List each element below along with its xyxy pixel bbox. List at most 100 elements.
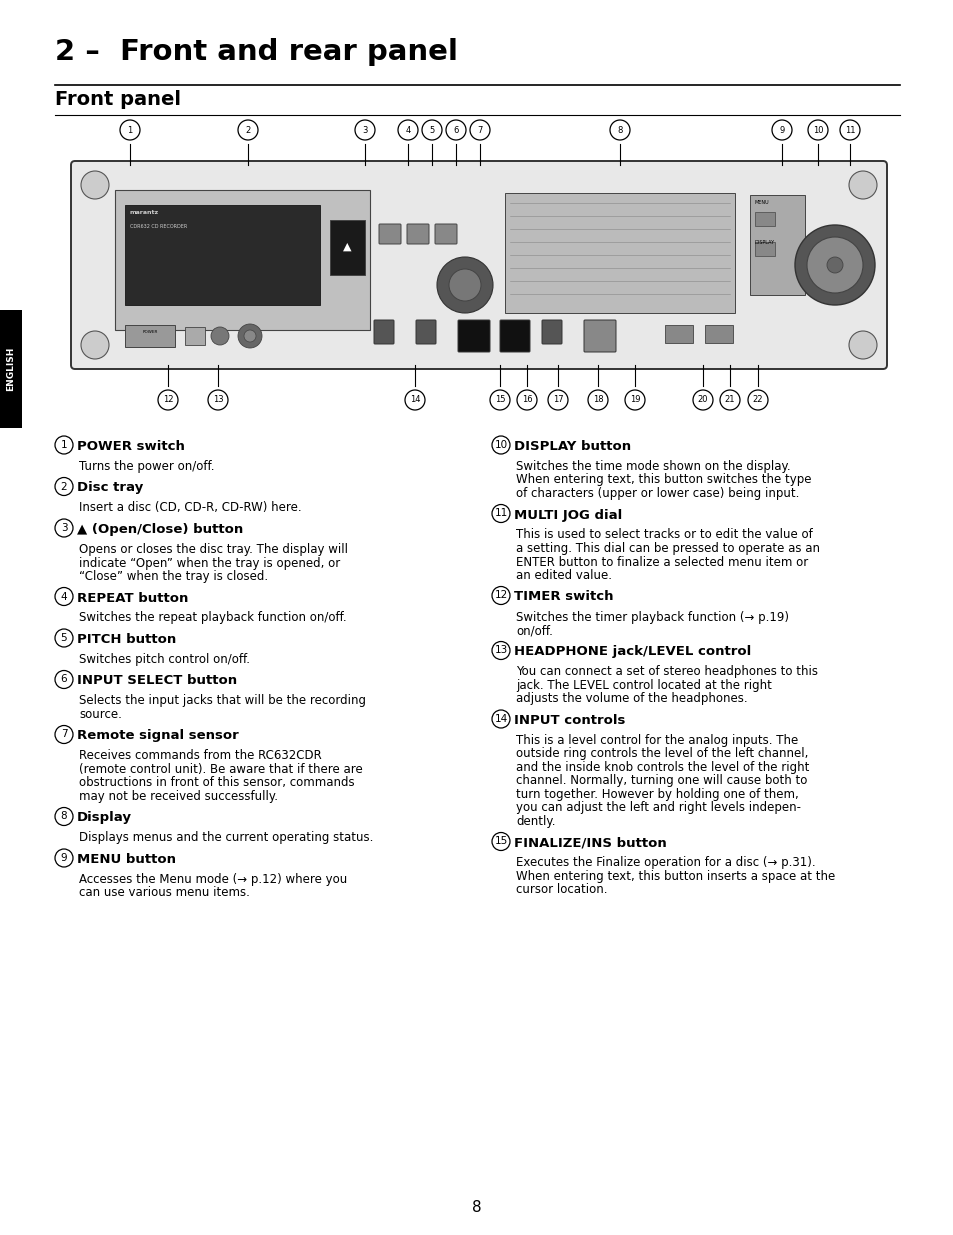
Circle shape (55, 436, 73, 454)
Text: an edited value.: an edited value. (516, 569, 612, 582)
Circle shape (840, 120, 859, 140)
Text: POWER: POWER (142, 330, 157, 333)
Text: 1: 1 (128, 126, 132, 135)
Circle shape (55, 629, 73, 647)
FancyBboxPatch shape (330, 220, 365, 275)
Text: 5: 5 (429, 126, 435, 135)
Text: you can adjust the left and right levels indepen-: you can adjust the left and right levels… (516, 802, 801, 815)
FancyBboxPatch shape (71, 161, 886, 369)
FancyBboxPatch shape (416, 320, 436, 345)
Text: 6: 6 (453, 126, 458, 135)
Circle shape (237, 324, 262, 348)
Text: 18: 18 (592, 395, 602, 405)
Text: 2 –  Front and rear panel: 2 – Front and rear panel (55, 38, 457, 65)
Text: 8: 8 (472, 1200, 481, 1215)
Text: obstructions in front of this sensor, commands: obstructions in front of this sensor, co… (79, 777, 355, 789)
Text: Front panel: Front panel (55, 90, 181, 109)
FancyBboxPatch shape (457, 320, 490, 352)
Circle shape (158, 390, 178, 410)
Text: (remote control unit). Be aware that if there are: (remote control unit). Be aware that if … (79, 763, 362, 776)
Text: channel. Normally, turning one will cause both to: channel. Normally, turning one will caus… (516, 774, 806, 788)
Circle shape (436, 257, 493, 312)
Circle shape (244, 330, 255, 342)
Text: “Close” when the tray is closed.: “Close” when the tray is closed. (79, 571, 268, 583)
FancyBboxPatch shape (115, 190, 370, 330)
Circle shape (587, 390, 607, 410)
Text: cursor location.: cursor location. (516, 883, 607, 897)
Text: When entering text, this button switches the type: When entering text, this button switches… (516, 473, 811, 487)
Circle shape (55, 478, 73, 495)
Text: and the inside knob controls the level of the right: and the inside knob controls the level o… (516, 761, 808, 774)
Text: 7: 7 (61, 730, 68, 740)
Text: INPUT controls: INPUT controls (514, 714, 625, 727)
Text: jack. The LEVEL control located at the right: jack. The LEVEL control located at the r… (516, 679, 771, 692)
Text: CDR632 CD RECORDER: CDR632 CD RECORDER (130, 224, 187, 228)
FancyBboxPatch shape (541, 320, 561, 345)
Text: Remote signal sensor: Remote signal sensor (77, 730, 238, 742)
Circle shape (397, 120, 417, 140)
FancyBboxPatch shape (749, 195, 804, 295)
Circle shape (55, 588, 73, 605)
Text: 7: 7 (476, 126, 482, 135)
Circle shape (55, 808, 73, 825)
Text: INPUT SELECT button: INPUT SELECT button (77, 674, 237, 688)
Text: of characters (upper or lower case) being input.: of characters (upper or lower case) bein… (516, 487, 799, 500)
Text: Opens or closes the disc tray. The display will: Opens or closes the disc tray. The displ… (79, 543, 348, 556)
Circle shape (120, 120, 140, 140)
FancyBboxPatch shape (704, 325, 732, 343)
Text: Display: Display (77, 811, 132, 825)
FancyBboxPatch shape (374, 320, 394, 345)
Text: TIMER switch: TIMER switch (514, 590, 613, 604)
Text: 11: 11 (494, 509, 507, 519)
Circle shape (81, 331, 109, 359)
FancyBboxPatch shape (125, 325, 174, 347)
Circle shape (55, 519, 73, 537)
Text: 20: 20 (697, 395, 707, 405)
Text: marantz: marantz (130, 210, 159, 215)
Text: ENGLISH: ENGLISH (7, 347, 15, 391)
Text: 6: 6 (61, 674, 68, 684)
Text: 2: 2 (245, 126, 251, 135)
Text: This is a level control for the analog inputs. The: This is a level control for the analog i… (516, 734, 798, 747)
Text: adjusts the volume of the headphones.: adjusts the volume of the headphones. (516, 693, 747, 705)
Text: 19: 19 (629, 395, 639, 405)
Circle shape (237, 120, 257, 140)
Text: 10: 10 (494, 440, 507, 450)
Text: 15: 15 (495, 395, 505, 405)
Text: Switches the time mode shown on the display.: Switches the time mode shown on the disp… (516, 459, 790, 473)
Text: HEADPHONE jack/LEVEL control: HEADPHONE jack/LEVEL control (514, 646, 750, 658)
Circle shape (848, 170, 876, 199)
FancyBboxPatch shape (583, 320, 616, 352)
Text: 13: 13 (494, 646, 507, 656)
Text: MENU button: MENU button (77, 853, 175, 866)
Text: 4: 4 (61, 592, 68, 601)
Text: 21: 21 (724, 395, 735, 405)
Circle shape (492, 436, 510, 454)
Circle shape (492, 832, 510, 851)
Circle shape (208, 390, 228, 410)
Text: MENU: MENU (754, 200, 769, 205)
Text: source.: source. (79, 708, 122, 721)
Text: Switches pitch control on/off.: Switches pitch control on/off. (79, 653, 250, 666)
Circle shape (492, 641, 510, 659)
Text: indicate “Open” when the tray is opened, or: indicate “Open” when the tray is opened,… (79, 557, 340, 569)
Circle shape (81, 170, 109, 199)
Text: 16: 16 (521, 395, 532, 405)
Text: DISPLAY: DISPLAY (754, 240, 774, 245)
Text: MULTI JOG dial: MULTI JOG dial (514, 509, 621, 521)
Text: 5: 5 (61, 634, 68, 643)
Text: ▲: ▲ (342, 242, 351, 252)
Text: 17: 17 (552, 395, 562, 405)
Circle shape (771, 120, 791, 140)
Text: ▲ (Open/Close) button: ▲ (Open/Close) button (77, 522, 243, 536)
Text: 22: 22 (752, 395, 762, 405)
FancyBboxPatch shape (754, 242, 774, 256)
Text: PITCH button: PITCH button (77, 634, 176, 646)
Text: This is used to select tracks or to edit the value of: This is used to select tracks or to edit… (516, 529, 812, 541)
Circle shape (807, 120, 827, 140)
Circle shape (405, 390, 424, 410)
Circle shape (355, 120, 375, 140)
Circle shape (492, 710, 510, 727)
Text: dently.: dently. (516, 815, 555, 827)
Text: turn together. However by holding one of them,: turn together. However by holding one of… (516, 788, 798, 802)
